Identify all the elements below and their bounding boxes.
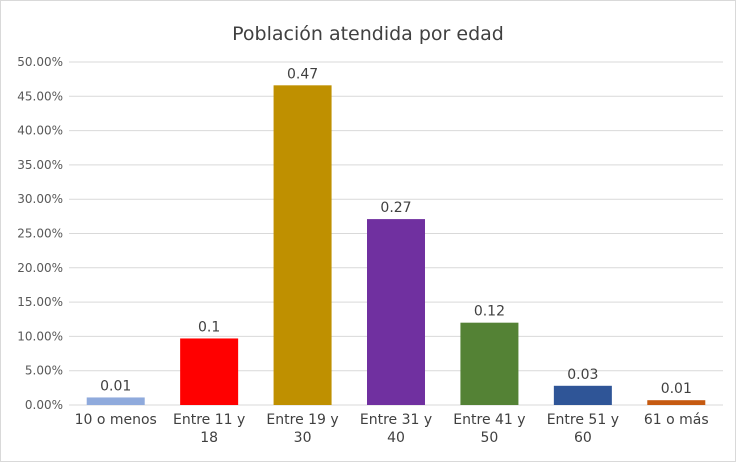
category-label: Entre 19 y: [266, 412, 338, 428]
data-label: 0.12: [474, 304, 505, 320]
chart-title: Población atendida por edad: [232, 23, 504, 45]
y-axis-ticks: 0.00% 5.00% 10.00% 15.00% 20.00% 25.00% 30.00%…: [17, 55, 63, 412]
category-label: Entre 31 y: [360, 412, 432, 428]
category-label: 18: [200, 430, 218, 446]
category-label: 10 o menos: [75, 412, 157, 428]
category-label: Entre 41 y: [453, 412, 525, 428]
bar: [553, 385, 612, 405]
category-label: 30: [294, 430, 312, 446]
y-tick-label: 25.00%: [17, 227, 63, 241]
bar: [86, 397, 145, 405]
y-tick-label: 20.00%: [17, 261, 63, 275]
y-tick-label: 15.00%: [17, 295, 63, 309]
category-label: Entre 51 y: [547, 412, 619, 428]
category-label: Entre 11 y: [173, 412, 245, 428]
y-tick-label: 50.00%: [17, 55, 63, 69]
y-tick-label: 30.00%: [17, 192, 63, 206]
y-tick-label: 0.00%: [25, 398, 63, 412]
bar: [367, 219, 425, 405]
y-tick-label: 45.00%: [17, 89, 63, 103]
data-label: 0.47: [287, 66, 318, 82]
data-labels: 0.01 0.1 0.47 0.27 0.12 0.03 0.01: [100, 66, 692, 397]
category-label: 40: [387, 430, 405, 446]
y-tick-label: 5.00%: [25, 364, 63, 378]
data-label: 0.03: [567, 367, 598, 383]
y-tick-label: 35.00%: [17, 158, 63, 172]
bars: [86, 85, 706, 405]
bar: [180, 338, 239, 405]
data-label: 0.1: [198, 319, 220, 335]
y-tick-label: 10.00%: [17, 329, 63, 343]
bar: [647, 400, 706, 405]
bar: [273, 85, 332, 405]
bar: [460, 322, 519, 405]
data-label: 0.27: [380, 200, 411, 216]
category-label: 50: [481, 430, 499, 446]
category-label: 61 o más: [644, 412, 709, 428]
y-tick-label: 40.00%: [17, 124, 63, 138]
category-label: 60: [574, 430, 592, 446]
category-labels: 10 o menos Entre 11 y 18 Entre 19 y 30 Entre …: [75, 412, 709, 446]
data-label: 0.01: [661, 381, 692, 397]
data-label: 0.01: [100, 378, 131, 394]
